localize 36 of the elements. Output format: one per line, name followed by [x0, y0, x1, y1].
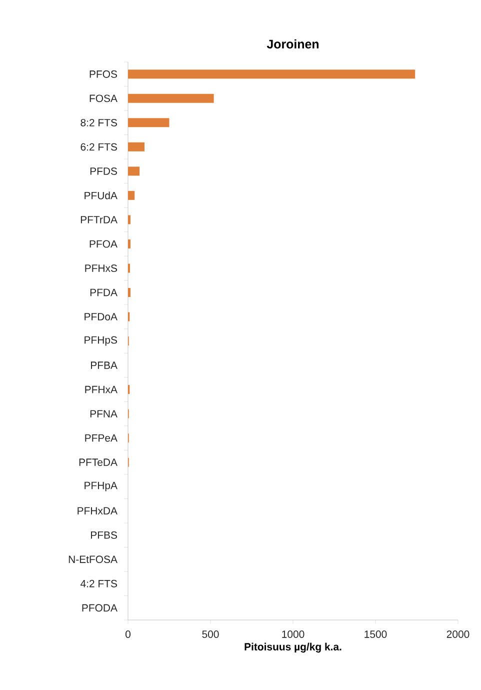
y-tick-label: PFOA	[90, 240, 118, 248]
y-tick-label: PFHxS	[85, 264, 117, 272]
chart-title: Joroinen	[266, 39, 319, 49]
y-tick-label: PFTeDA	[79, 458, 118, 466]
y-tick-label: PFHxA	[85, 386, 118, 394]
y-tick-label: PFHpS	[84, 336, 117, 346]
y-tick-label: PFHxDA	[78, 507, 118, 514]
y-tick-label: PFOS	[90, 70, 118, 78]
bar	[128, 94, 214, 103]
y-tick-label: PFNA	[90, 410, 118, 418]
x-tick-label: 500	[202, 630, 219, 638]
bar	[128, 118, 170, 128]
y-tick-label: 8:2 FTS	[80, 118, 117, 126]
y-tick-label: PFUdA	[84, 192, 118, 200]
y-tick-label: 6:2 FTS	[80, 143, 117, 151]
y-tick-label: FOSA	[90, 94, 118, 102]
bar	[128, 70, 416, 79]
x-axis-title: Pitoisuus µg/kg k.a.	[244, 642, 342, 653]
y-tick-label: PFDoA	[84, 313, 118, 320]
y-tick-label: PFODA	[82, 604, 118, 612]
y-tick-label: PFBS	[91, 531, 118, 539]
y-tick-label: N-EtFOSA	[68, 556, 118, 564]
y-tick-label: 4:2 FTS	[80, 580, 117, 588]
x-tick-label: 0	[125, 630, 130, 638]
bar	[128, 142, 144, 152]
x-tick-label: 1500	[364, 630, 387, 638]
bar	[128, 166, 140, 176]
y-tick-label: PFHpA	[84, 482, 118, 492]
x-tick-label: 2000	[446, 630, 470, 638]
x-tick-label: 1000	[282, 630, 304, 638]
y-tick-label: PFDA	[90, 288, 118, 296]
bar	[128, 190, 135, 200]
y-tick-label: PFBA	[91, 362, 118, 369]
y-tick-label: PFTrDA	[80, 216, 118, 224]
y-tick-label: PFPeA	[85, 434, 118, 442]
y-tick-label: PFDS	[90, 167, 117, 175]
